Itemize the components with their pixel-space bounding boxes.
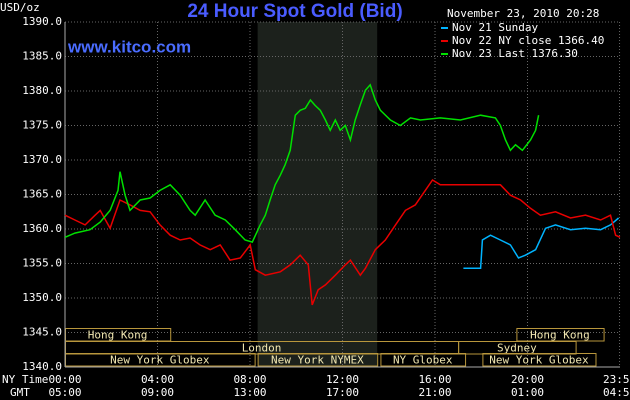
x-tick-label: 12:00 <box>326 373 359 386</box>
y-tick-label: 1365.0 <box>22 188 62 201</box>
chart-title: 24 Hour Spot Gold (Bid) <box>187 1 402 22</box>
y-tick-label: 1375.0 <box>22 119 62 132</box>
site-label: www.kitco.com <box>67 37 191 56</box>
legend-label: Nov 21 Sunday <box>452 21 538 34</box>
legend-label: Nov 23 Last 1376.30 <box>452 47 578 60</box>
x-tick-label-gmt: 01:00 <box>511 386 544 399</box>
x-tick-label-gmt: 05:00 <box>48 386 81 399</box>
y-tick-label: 1385.0 <box>22 50 62 63</box>
y-tick-label: 1340.0 <box>22 360 62 373</box>
session-label: Hong Kong <box>88 328 148 341</box>
session-label: London <box>242 341 282 354</box>
x-tick-label-gmt: 21:00 <box>418 386 451 399</box>
y-tick-label: 1360.0 <box>22 222 62 235</box>
x-tick-label: 20:00 <box>511 373 544 386</box>
price-line <box>64 83 540 244</box>
x-tick-label: 04:00 <box>141 373 174 386</box>
y-tick-label: 1380.0 <box>22 84 62 97</box>
price-line <box>64 178 621 306</box>
session-label: Sydney <box>497 341 537 354</box>
session-label: NY Globex <box>393 353 453 366</box>
x-tick-label: 00:00 <box>48 373 81 386</box>
y-tick-label: 1355.0 <box>22 257 62 270</box>
session-label: New York NYMEX <box>271 353 364 366</box>
x-tick-label-gmt: 17:00 <box>326 386 359 399</box>
session-box <box>257 353 379 367</box>
x-tick-label-gmt: 04:59 <box>603 386 630 399</box>
x-axis-label: NY Time <box>2 373 48 386</box>
legend-label: Nov 22 NY close 1366.40 <box>452 34 604 47</box>
session-box <box>482 353 597 367</box>
timestamp: November 23, 2010 20:28 <box>447 7 599 20</box>
y-tick-label: 1390.0 <box>22 15 62 28</box>
x-tick-label: 08:00 <box>233 373 266 386</box>
y-tick-label: 1370.0 <box>22 153 62 166</box>
price-line <box>463 217 620 270</box>
x-tick-label: 16:00 <box>418 373 451 386</box>
y-tick-label: 1350.0 <box>22 291 62 304</box>
x-tick-label: 23:59 <box>603 373 630 386</box>
session-label: Hong Kong <box>530 328 590 341</box>
x-tick-label-gmt: 13:00 <box>233 386 266 399</box>
x-axis-label: GMT <box>10 386 30 399</box>
y-tick-label: 1345.0 <box>22 326 62 339</box>
y-axis-label: USD/oz <box>0 1 40 14</box>
session-label: New York Globex <box>110 353 210 366</box>
session-box <box>380 353 467 367</box>
session-label: New York Globex <box>489 353 589 366</box>
x-tick-label-gmt: 09:00 <box>141 386 174 399</box>
